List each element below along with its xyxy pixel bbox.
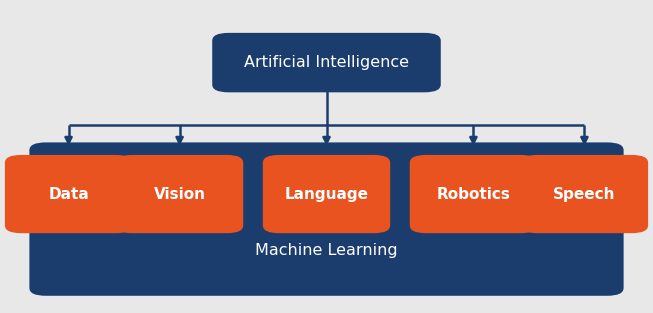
FancyBboxPatch shape [29,142,624,296]
Text: Vision: Vision [153,187,206,202]
FancyBboxPatch shape [212,33,441,92]
FancyBboxPatch shape [116,155,244,233]
Text: Robotics: Robotics [436,187,511,202]
FancyBboxPatch shape [410,155,537,233]
Text: Language: Language [285,187,368,202]
FancyBboxPatch shape [5,155,133,233]
FancyBboxPatch shape [263,155,390,233]
Text: Machine Learning: Machine Learning [255,243,398,258]
Text: Data: Data [48,187,89,202]
Text: Speech: Speech [553,187,616,202]
FancyBboxPatch shape [521,155,648,233]
Text: Artificial Intelligence: Artificial Intelligence [244,55,409,70]
